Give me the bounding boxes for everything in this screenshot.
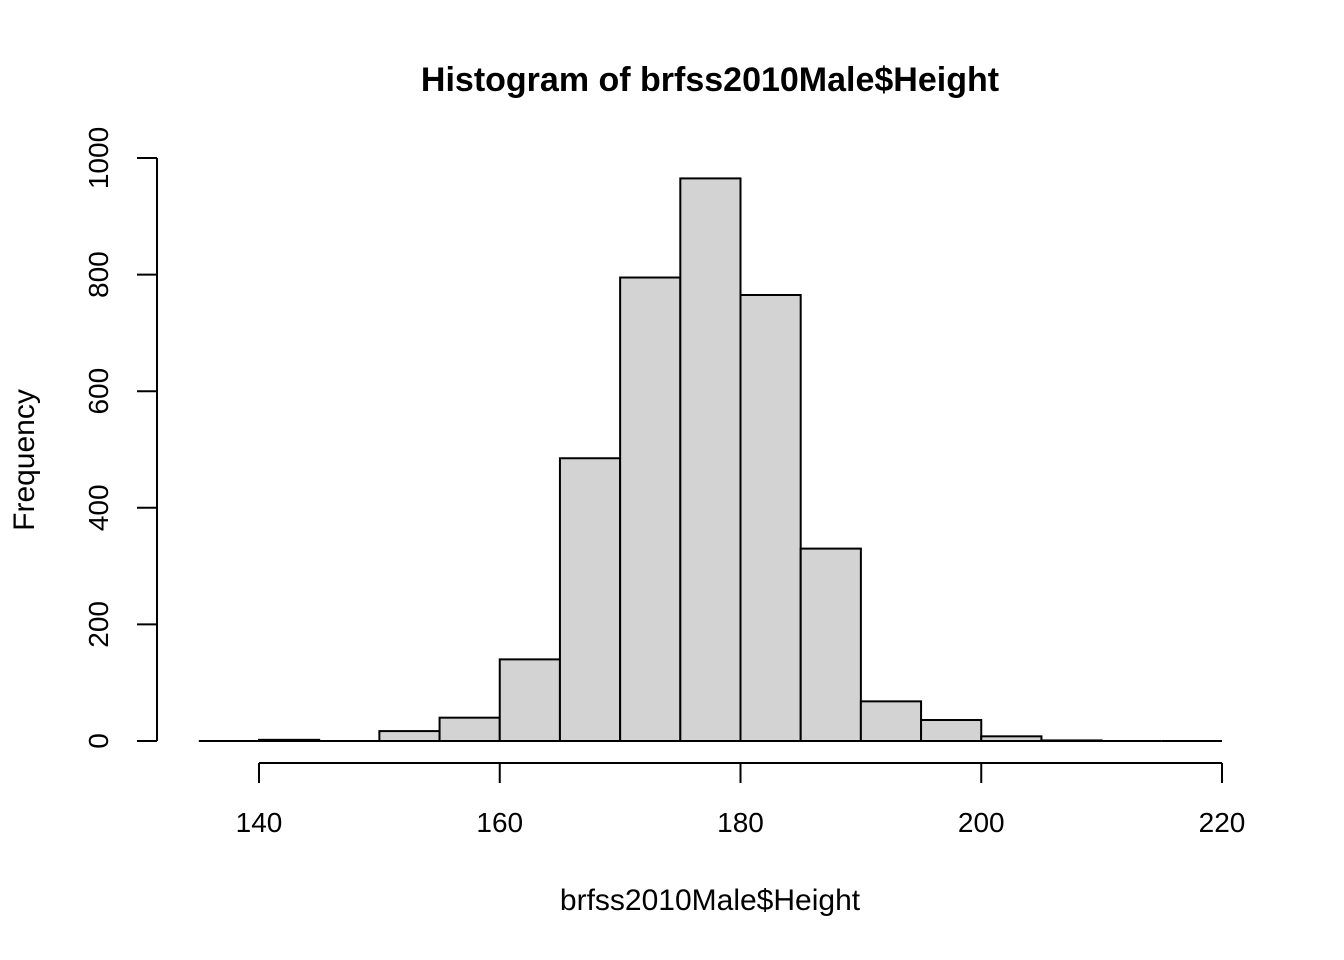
histogram-bars bbox=[198, 177, 1222, 743]
x-tick-label: 200 bbox=[958, 807, 1005, 838]
x-tick-label: 140 bbox=[236, 807, 283, 838]
y-tick-label: 0 bbox=[83, 733, 114, 749]
histogram-bar bbox=[558, 457, 622, 742]
histogram-bar bbox=[920, 719, 983, 743]
x-tick-label: 180 bbox=[717, 807, 764, 838]
y-axis: 0 200 400 600 800 1000 bbox=[83, 127, 158, 749]
histogram-bar bbox=[799, 547, 862, 742]
y-tick-label: 400 bbox=[83, 484, 114, 531]
histogram-bar bbox=[498, 658, 561, 743]
histogram-bar bbox=[739, 294, 802, 742]
y-tick-label: 800 bbox=[83, 251, 114, 298]
histogram-bar bbox=[258, 738, 321, 742]
x-tick-label: 220 bbox=[1199, 807, 1246, 838]
histogram-bar bbox=[1040, 739, 1103, 742]
histogram-bar bbox=[438, 716, 501, 742]
histogram-bar bbox=[980, 735, 1043, 742]
chart-title: Histogram of brfss2010Male$Height bbox=[421, 61, 999, 99]
x-axis: 140 160 180 200 220 bbox=[236, 762, 1246, 838]
x-axis-label: brfss2010Male$Height bbox=[560, 884, 861, 917]
y-tick-label: 200 bbox=[83, 601, 114, 648]
y-axis-label: Frequency bbox=[8, 389, 41, 531]
y-tick-label: 600 bbox=[83, 368, 114, 415]
y-tick-label: 1000 bbox=[83, 127, 114, 189]
x-tick-label: 160 bbox=[476, 807, 523, 838]
histogram-bar bbox=[859, 700, 923, 743]
histogram-bar bbox=[679, 177, 742, 742]
histogram-bar bbox=[619, 276, 682, 742]
histogram-bar bbox=[378, 730, 441, 742]
